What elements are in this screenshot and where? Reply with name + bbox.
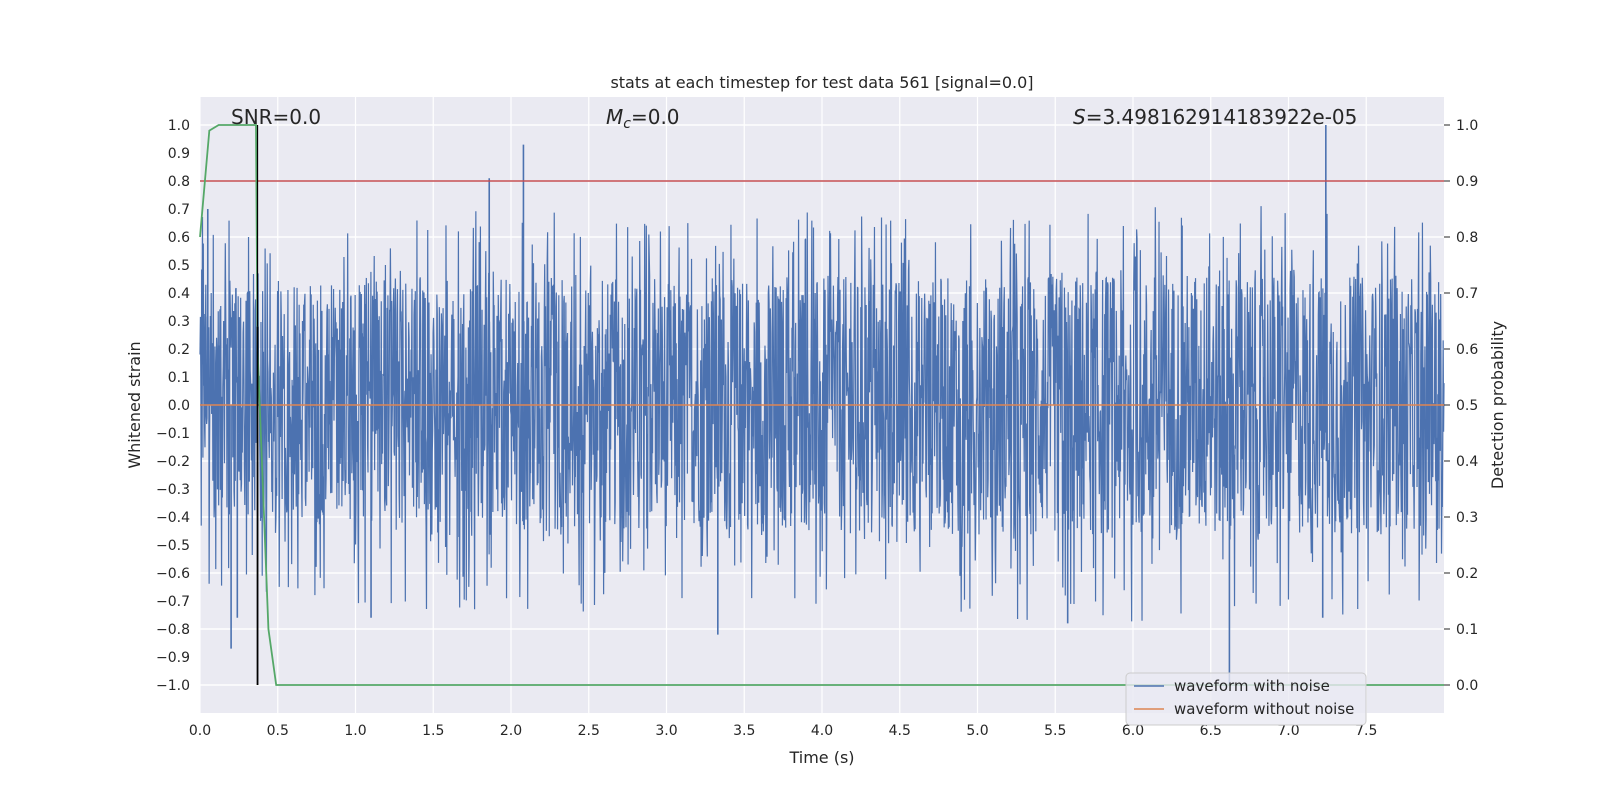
x-tick-label: 3.0 [655,723,677,739]
y-tick-label: −0.2 [156,454,190,470]
x-tick-label: 6.5 [1200,723,1222,739]
waveform-with-noise-line [199,206,1445,622]
y-tick-label: −0.9 [156,650,190,666]
x-tick-label: 1.0 [344,723,366,739]
y-tick-label: 0.4 [168,286,190,302]
x-tick-label: 3.5 [733,723,755,739]
chirp-mass-annotation: Mc=0.0 [606,105,680,132]
snr-annotation: SNR=0.0 [231,105,321,129]
y-tick-label: −0.4 [156,510,190,526]
x-tick-label: 2.0 [500,723,522,739]
x-tick-label: 7.0 [1277,723,1299,739]
y-tick-label: −0.6 [156,566,190,582]
x-tick-label: 0.5 [267,723,289,739]
y-tick-label: 0.0 [168,398,190,414]
y2-tick-label: 1.0 [1456,118,1478,134]
y2-tick-label: 0.8 [1456,230,1478,246]
series-waveform-with-noise [199,125,1445,685]
y2-tick-label: 0.7 [1456,286,1478,302]
x-tick-label: 4.0 [811,723,833,739]
y-tick-label: 0.3 [168,314,190,330]
y-tick-label: 0.6 [168,230,190,246]
y2-tick-label: 0.2 [1456,566,1478,582]
y2-tick-label: 0.5 [1456,398,1478,414]
y-tick-label: 0.1 [168,370,190,386]
y-tick-label: −0.8 [156,622,190,638]
legend-box [1125,672,1367,726]
x-axis-label: Time (s) [788,748,854,767]
y-tick-label: −1.0 [156,678,190,694]
y-tick-label: 0.2 [168,342,190,358]
y2-tick-label: 0.9 [1456,174,1478,190]
y-tick-label: −0.3 [156,482,190,498]
y2-tick-label: 0.3 [1456,510,1478,526]
y2-tick-label: 0.4 [1456,454,1478,470]
y2-tick-label: 0.6 [1456,342,1478,358]
legend: waveform with noise waveform without noi… [1125,672,1367,726]
y-axis-label: Whitened strain [125,341,144,468]
x-tick-label: 6.0 [1122,723,1144,739]
x-tick-label: 0.0 [189,723,211,739]
y2-axis-label: Detection probability [1488,321,1507,489]
x-tick-label: 5.0 [966,723,988,739]
y2-tick-label: 0.1 [1456,622,1478,638]
x-tick-label: 2.5 [578,723,600,739]
legend-label-waveform-with-noise: waveform with noise [1174,677,1330,695]
x-tick-label: 4.5 [889,723,911,739]
y-tick-label: −0.5 [156,538,190,554]
x-tick-label: 7.5 [1355,723,1377,739]
overlay-lines [199,124,1444,686]
y-tick-label: 1.0 [168,118,190,134]
legend-label-waveform-without-noise: waveform without noise [1174,700,1354,718]
snr-stat-annotation: S=3.498162914183922e-05 [1073,105,1357,129]
y-tick-label: 0.8 [168,174,190,190]
y-tick-label: 0.7 [168,202,190,218]
x-tick-label: 5.5 [1044,723,1066,739]
y-tick-label: 0.5 [168,258,190,274]
chart-title: stats at each timestep for test data 561… [610,73,1033,92]
y-tick-label: 0.9 [168,146,190,162]
axis-ticks: 0.0 0.5 1.0 1.5 2.0 2.5 3.0 3.5 4.0 4.5 5.0 5.5 6.0 6… [156,118,1478,739]
y-tick-label: −0.1 [156,426,190,442]
x-tick-label: 1.5 [422,723,444,739]
y-tick-label: −0.7 [156,594,190,610]
y2-tick-label: 0.0 [1456,678,1478,694]
